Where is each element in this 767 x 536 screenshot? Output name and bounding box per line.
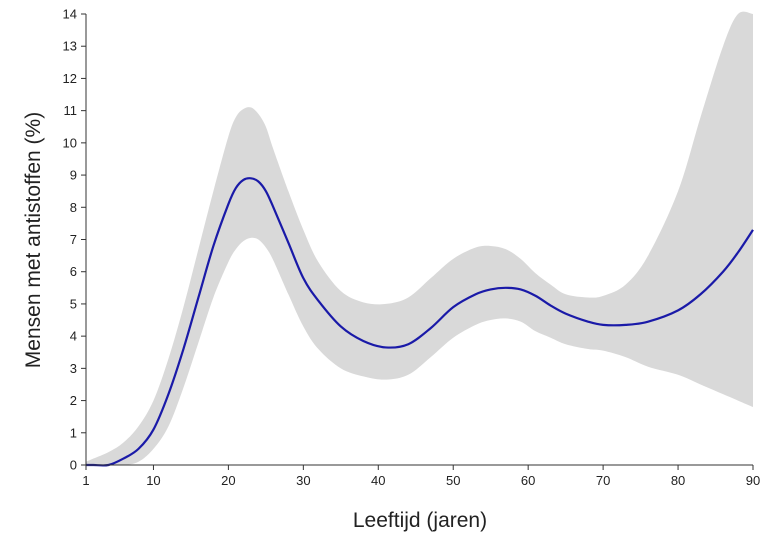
series-line bbox=[86, 177, 754, 467]
series-line-layer bbox=[86, 177, 754, 467]
x-tick-label: 40 bbox=[371, 473, 385, 488]
y-tick-label: 10 bbox=[63, 135, 77, 150]
x-tick-label: 30 bbox=[296, 473, 310, 488]
x-tick-label: 80 bbox=[671, 473, 685, 488]
x-axis-title: Leeftijd (jaren) bbox=[353, 509, 487, 532]
y-tick-label: 4 bbox=[70, 329, 77, 344]
y-tick-label: 11 bbox=[64, 103, 78, 118]
y-tick-label: 7 bbox=[70, 232, 77, 247]
y-tick-label: 13 bbox=[63, 39, 77, 54]
y-tick-label: 5 bbox=[70, 296, 77, 311]
y-tick-label: 2 bbox=[70, 393, 77, 408]
y-tick-label: 3 bbox=[70, 361, 77, 376]
y-tick-label: 0 bbox=[70, 458, 77, 473]
y-tick-label: 9 bbox=[70, 168, 77, 183]
y-axis-title: Mensen met antistoffen (%) bbox=[22, 112, 45, 368]
y-tick-label: 14 bbox=[63, 7, 77, 22]
confidence-band-layer bbox=[86, 11, 753, 466]
y-tick-label: 8 bbox=[70, 200, 77, 215]
confidence-band bbox=[86, 11, 753, 466]
x-tick-label: 1 bbox=[82, 473, 89, 488]
y-tick-label: 12 bbox=[63, 71, 77, 86]
y-tick-label: 6 bbox=[70, 264, 77, 279]
x-tick-label: 70 bbox=[596, 473, 610, 488]
x-tick-label: 10 bbox=[146, 473, 160, 488]
x-tick-label: 60 bbox=[521, 473, 535, 488]
y-tick-label: 1 bbox=[70, 425, 77, 440]
x-tick-label: 50 bbox=[446, 473, 460, 488]
x-tick-label: 20 bbox=[221, 473, 235, 488]
x-tick-label: 90 bbox=[746, 473, 760, 488]
